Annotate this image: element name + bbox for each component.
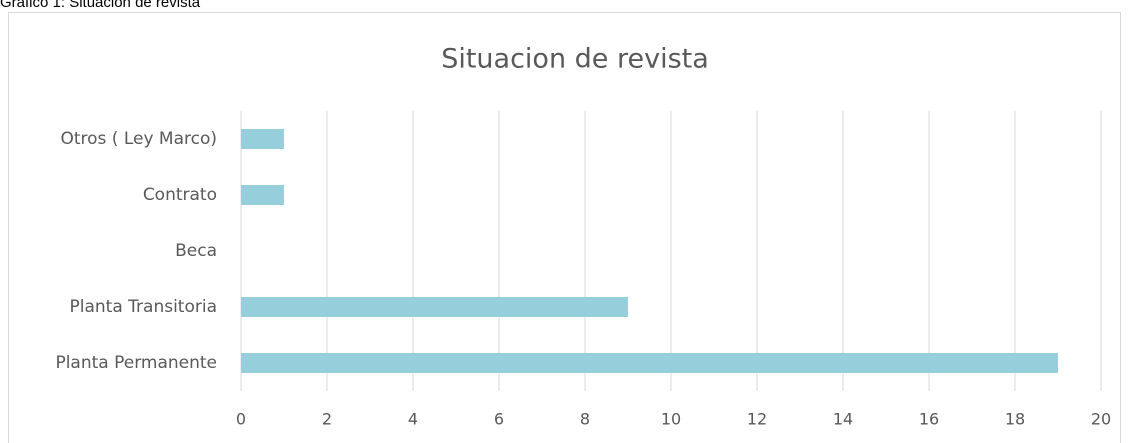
- bar: [241, 185, 284, 205]
- bar: [241, 353, 1058, 373]
- x-tick-label: 16: [919, 410, 939, 429]
- y-tick-label: Beca: [175, 241, 217, 261]
- y-tick-label: Contrato: [143, 185, 217, 205]
- x-tick-label: 12: [747, 410, 767, 429]
- y-tick-label: Planta Permanente: [55, 353, 217, 373]
- caption: Gráfico 1: Situación de revista: [0, 0, 201, 11]
- y-tick-label: Planta Transitoria: [70, 297, 218, 317]
- x-tick-label: 2: [322, 410, 332, 429]
- x-tick-label: 10: [661, 410, 681, 429]
- bar: [241, 129, 284, 149]
- x-tick-label: 6: [494, 410, 504, 429]
- chart-title: Situacion de revista: [441, 44, 709, 75]
- chart-border: [8, 12, 1121, 443]
- y-tick-label: Otros ( Ley Marco): [60, 129, 217, 149]
- bar: [241, 297, 628, 317]
- x-tick-label: 20: [1091, 410, 1111, 429]
- x-tick-label: 0: [236, 410, 246, 429]
- x-tick-label: 18: [1005, 410, 1025, 429]
- x-tick-label: 8: [580, 410, 590, 429]
- x-tick-label: 4: [408, 410, 418, 429]
- x-tick-label: 14: [833, 410, 853, 429]
